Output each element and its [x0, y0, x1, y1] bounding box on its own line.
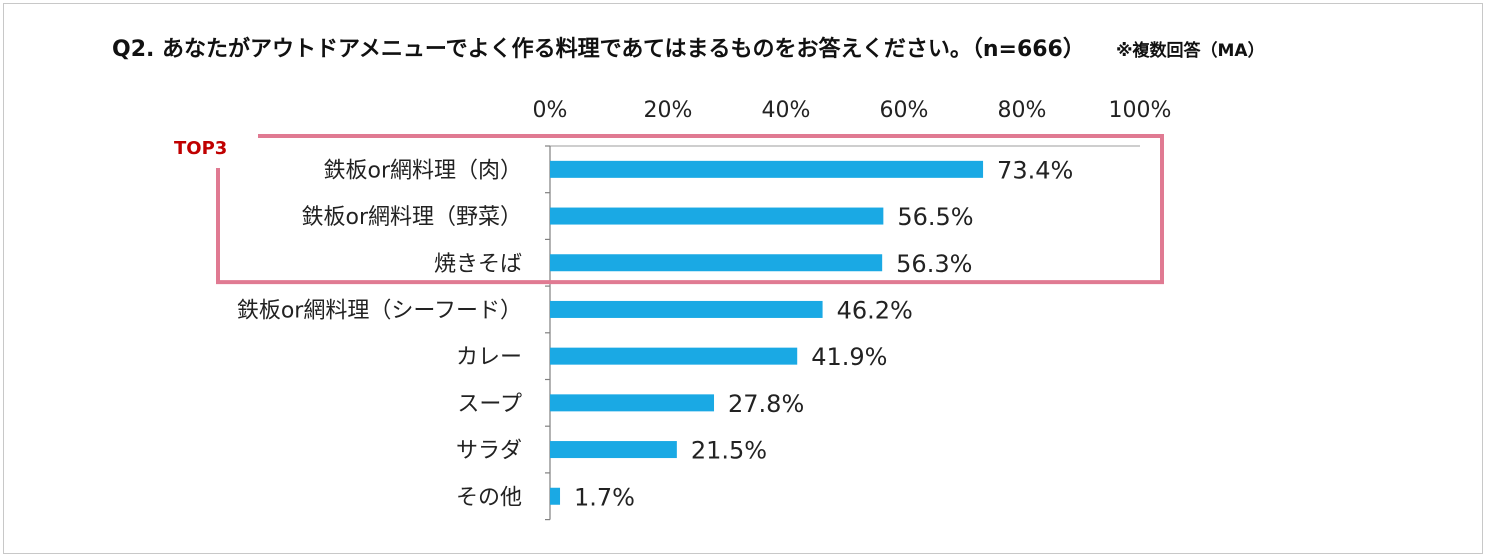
category-label: サラダ [456, 439, 522, 464]
data-label: 56.5% [897, 203, 973, 231]
category-label: 焼きそば [434, 252, 522, 277]
value-labels: 73.4% 56.5% 56.3% 46.2% 41.9%27.8% 21.5% 1.7% [574, 156, 1073, 511]
data-label: 41.9% [811, 343, 887, 371]
bar [550, 160, 984, 178]
chart-title: Q2. あなたがアウトドアメニューでよく作る料理であてはまるものをお答えください… [112, 32, 1265, 68]
x-tick-label: 80% [998, 98, 1047, 123]
category-label: カレー [456, 345, 522, 370]
bar [550, 487, 561, 505]
category-label: その他 [456, 485, 522, 510]
bar [550, 441, 677, 459]
x-tick-label: 60% [880, 98, 929, 123]
top3-highlight: TOP3 [174, 134, 1164, 285]
data-label: 1.7% [574, 483, 635, 511]
bar [550, 254, 883, 272]
axes [545, 145, 1140, 521]
data-label: 27.8% [728, 390, 804, 418]
top3-label: TOP3 [174, 138, 227, 159]
x-axis-ticks: 0% 20% 40% 60% 80% 100% [533, 98, 1172, 123]
chart-frame [3, 3, 1483, 554]
bar [550, 394, 715, 412]
x-tick-label: 40% [762, 98, 811, 123]
data-label: 21.5% [691, 437, 767, 465]
category-label: 鉄板or網料理（野菜） [301, 205, 522, 230]
bar [550, 300, 823, 318]
data-label: 46.2% [837, 296, 913, 324]
category-label: 鉄板or網料理（肉） [323, 158, 522, 183]
question-text: Q2. あなたがアウトドアメニューでよく作る料理であてはまるものをお答えください… [112, 37, 1085, 62]
bar [550, 207, 884, 225]
bars [550, 160, 984, 505]
data-label: 56.3% [896, 250, 972, 278]
category-label: 鉄板or網料理（シーフード） [237, 298, 522, 323]
x-tick-label: 20% [644, 98, 693, 123]
bar [550, 347, 798, 365]
x-tick-label: 0% [533, 98, 568, 123]
x-tick-label: 100% [1109, 98, 1172, 123]
data-label: 73.4% [997, 156, 1073, 184]
multiple-answer-note: ※複数回答（MA） [1115, 41, 1265, 61]
category-label: スープ [457, 392, 522, 417]
top3-box [216, 134, 1164, 285]
